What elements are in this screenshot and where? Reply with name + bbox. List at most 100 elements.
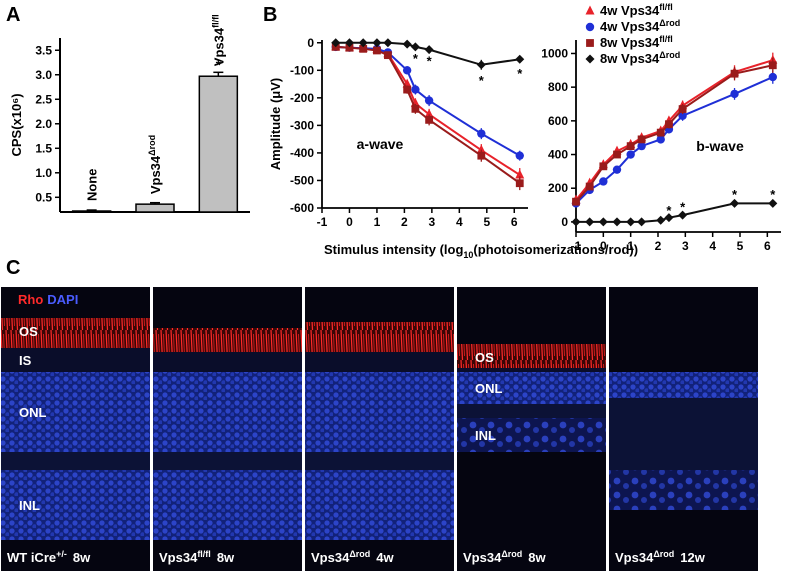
data-point bbox=[424, 96, 434, 105]
data-point bbox=[599, 177, 608, 186]
data-point bbox=[656, 128, 665, 137]
category-base: None bbox=[85, 169, 100, 202]
plexiform-layer bbox=[609, 398, 758, 470]
y-tick-label: 2.0 bbox=[35, 117, 52, 131]
category-base: Vps34 bbox=[211, 27, 226, 66]
significance-star: * bbox=[517, 66, 523, 81]
data-point bbox=[678, 111, 687, 120]
data-point bbox=[344, 38, 354, 48]
layer-label: IS bbox=[19, 353, 32, 368]
outer-segment-layer bbox=[1, 318, 150, 348]
layer-label: INL bbox=[475, 428, 496, 443]
a-wave-label: a-wave bbox=[357, 136, 404, 152]
inner-segment-layer bbox=[305, 352, 454, 372]
significance-star: * bbox=[479, 73, 485, 88]
y-axis-title: CPS(x10⁶) bbox=[9, 93, 24, 156]
data-point bbox=[678, 105, 687, 113]
y-tick-label: 0 bbox=[307, 36, 314, 50]
x-tick-label: 0 bbox=[346, 215, 353, 229]
significance-star: * bbox=[770, 187, 776, 202]
outer-nuclear-layer bbox=[1, 372, 150, 452]
x-tick-label: 4 bbox=[709, 239, 716, 253]
y-tick-label: 3.5 bbox=[35, 43, 52, 57]
data-point bbox=[626, 217, 636, 227]
data-point bbox=[515, 179, 524, 188]
data-point bbox=[571, 217, 581, 227]
y-tick-label: -100 bbox=[290, 63, 314, 77]
data-point bbox=[598, 217, 608, 227]
data-point bbox=[476, 60, 486, 70]
outer-segment-layer bbox=[153, 328, 302, 352]
data-point bbox=[612, 165, 622, 174]
data-point bbox=[331, 38, 341, 48]
category-label: Vps34fl/fl bbox=[210, 14, 226, 66]
data-point bbox=[585, 217, 595, 227]
panel-letter-c: C bbox=[6, 257, 20, 279]
tile-caption-label: Vps34 bbox=[615, 550, 654, 565]
data-point bbox=[637, 135, 646, 144]
y-tick-label: 800 bbox=[548, 80, 568, 94]
micrograph-tile: OS ONL INL Vps34Δrod 8w bbox=[457, 287, 606, 571]
y-tick-label: 3.0 bbox=[35, 68, 52, 82]
data-point bbox=[358, 38, 368, 48]
x-tick-label: 6 bbox=[764, 239, 771, 253]
category-base: Vps34 bbox=[148, 155, 163, 194]
tile-caption-suffix: 8w bbox=[73, 550, 91, 565]
data-point bbox=[411, 85, 420, 94]
y-tick-label: -600 bbox=[290, 201, 314, 215]
outer-nuclear-layer bbox=[457, 372, 606, 404]
outer-nuclear-layer bbox=[609, 372, 758, 398]
x-tick-label: 0 bbox=[600, 239, 607, 253]
legend-prefix: 8w Vps34 bbox=[600, 35, 660, 50]
data-point bbox=[411, 104, 420, 113]
data-point bbox=[678, 210, 688, 220]
significance-star: * bbox=[413, 51, 419, 66]
tile-caption-sup: +/- bbox=[56, 549, 67, 559]
data-point bbox=[612, 217, 622, 227]
legend-prefix: 4w Vps34 bbox=[600, 19, 660, 34]
series-line bbox=[335, 45, 521, 185]
inner-segment-layer bbox=[1, 348, 150, 372]
plexiform-layer bbox=[1, 452, 150, 470]
panel-letter-a: A bbox=[6, 4, 20, 26]
legend-sup: fl/fl bbox=[659, 2, 673, 12]
panel-letter-b: B bbox=[263, 4, 277, 26]
micrograph-tile: Vps34fl/fl 8w bbox=[153, 287, 302, 571]
data-point bbox=[599, 162, 608, 171]
y-tick-label: 1.5 bbox=[35, 141, 52, 155]
layer-label: OS bbox=[19, 324, 38, 339]
legend-prefix: 4w Vps34 bbox=[600, 3, 660, 18]
legend-sup: fl/fl bbox=[659, 34, 673, 44]
data-point bbox=[768, 72, 777, 82]
data-point bbox=[515, 54, 525, 64]
layer-label: OS bbox=[475, 350, 494, 365]
stain-dapi: DAPI bbox=[47, 292, 78, 307]
data-point bbox=[402, 39, 412, 49]
inner-nuclear-layer bbox=[609, 470, 758, 510]
tile-caption-suffix: 8w bbox=[217, 550, 235, 565]
tile-caption-sup: Δrod bbox=[349, 549, 370, 559]
y-tick-label: 200 bbox=[548, 181, 568, 195]
y-tick-label: 0.5 bbox=[35, 190, 52, 204]
legend-marker bbox=[585, 22, 595, 32]
data-point bbox=[373, 46, 381, 55]
plexiform-layer bbox=[457, 404, 606, 418]
data-point bbox=[637, 217, 647, 227]
y-tick-label: 0 bbox=[561, 215, 568, 229]
x-axis-title: Stimulus intensity (log10(photoisomeriza… bbox=[324, 242, 638, 260]
data-point bbox=[372, 38, 382, 48]
inner-nuclear-layer bbox=[305, 470, 454, 540]
data-point bbox=[515, 169, 525, 179]
data-point bbox=[768, 61, 777, 70]
data-point bbox=[345, 43, 354, 52]
data-point bbox=[626, 142, 635, 151]
tile-caption: Vps34Δrod 8w bbox=[463, 549, 547, 565]
legend-label: 4w Vps34fl/fl bbox=[600, 2, 673, 18]
data-point bbox=[359, 44, 368, 53]
x-tick-label: -1 bbox=[571, 239, 582, 253]
plexiform-layer bbox=[153, 452, 302, 470]
inner-segment-layer bbox=[153, 352, 302, 372]
data-point bbox=[572, 197, 580, 206]
